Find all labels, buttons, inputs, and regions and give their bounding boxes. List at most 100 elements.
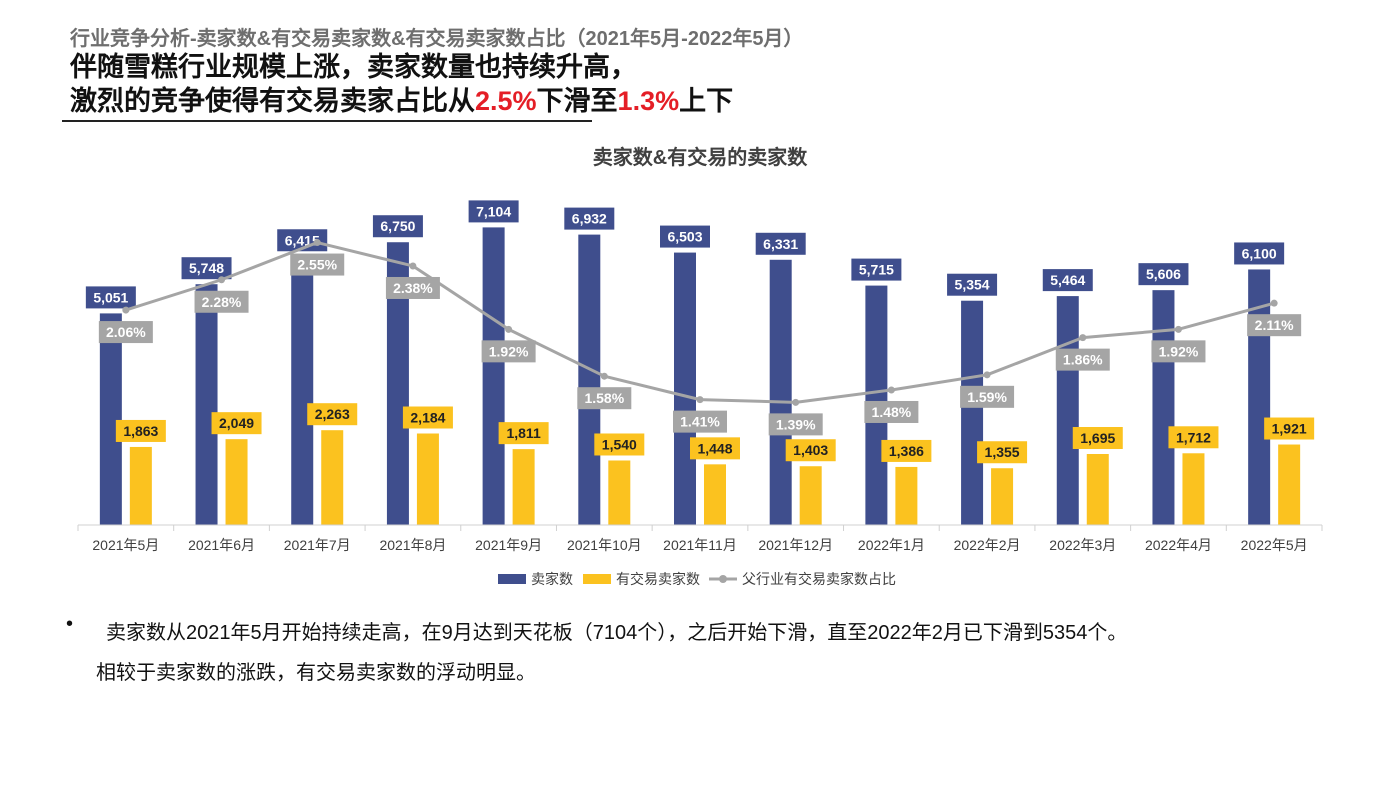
seller-count-label-bg (755, 232, 806, 255)
ratio-line: 2.06% 2.28% 2.55% 2.38% 1.92% 1.58% 1.41% 1.39%… (98, 239, 1302, 436)
trading-seller-label: 1,712 (1168, 426, 1219, 449)
seller-count-label-text: 6,750 (380, 218, 415, 234)
ratio-label: 2.55% (290, 253, 345, 276)
ratio-point (1079, 334, 1087, 342)
trading-seller-label-text: 1,863 (123, 423, 158, 439)
trading-seller-label: 2,184 (402, 406, 453, 429)
seller-count-bar (291, 256, 314, 525)
seller-count-bar (195, 284, 218, 525)
trading-seller-label: 1,355 (977, 441, 1028, 464)
trading-seller-label-bg (690, 437, 740, 460)
seller-count-label: 6,100 (1234, 242, 1285, 265)
x-tick-label: 2022年3月 (1049, 537, 1116, 553)
seller-count-label-text: 5,051 (93, 289, 128, 305)
trading-seller-label: 1,386 (881, 439, 932, 462)
trading-seller-label-bg (307, 403, 358, 426)
trading-seller-bar (321, 430, 344, 525)
x-axis: 2021年5月 2021年6月 2021年7月 2021年8月 2021年9月 2021年… (77, 524, 1323, 553)
seller-count-bar (674, 252, 696, 525)
trading-seller-label-bg (402, 406, 453, 429)
ratio-point (409, 262, 417, 270)
ratio-label: 1.92% (1151, 340, 1206, 363)
seller-count-label-bg (181, 257, 232, 280)
seller-count-bar (961, 300, 984, 525)
seller-count-label-text: 5,354 (955, 277, 990, 293)
trading-seller-label: 1,540 (594, 433, 645, 456)
trading-seller-label: 1,695 (1072, 426, 1123, 449)
headline-line-2: 激烈的竞争使得有交易卖家占比从2.5%下滑至1.3%上下 (70, 84, 733, 118)
ratio-label-text: 1.92% (489, 343, 529, 359)
trading-seller-label: 2,263 (307, 403, 358, 426)
headline-highlight-start: 2.5% (475, 86, 537, 116)
seller-count-label-text: 6,331 (763, 236, 798, 252)
trading-seller-label: 1,811 (498, 422, 549, 445)
ratio-label-text: 1.59% (967, 389, 1007, 405)
seller-count-label: 5,715 (851, 258, 902, 281)
ratio-label: 1.48% (864, 400, 919, 423)
trading-seller-label-bg (1072, 426, 1123, 449)
trading-seller-bar (704, 464, 726, 525)
x-tick-label: 2021年8月 (379, 537, 446, 553)
trading-seller-bars: 1,863 2,049 2,263 2,184 1,811 1,540 1,448 1,403… (115, 403, 1315, 525)
ratio-label-text: 1.86% (1063, 352, 1103, 368)
ratio-label: 1.39% (768, 413, 823, 436)
trading-seller-label: 1,448 (690, 437, 740, 460)
ratio-label: 1.92% (481, 340, 536, 363)
ratio-label-text: 2.55% (297, 257, 337, 273)
x-tick-label: 2022年5月 (1241, 537, 1308, 553)
trading-seller-label: 1,863 (115, 419, 166, 442)
seller-count-label-bg (468, 200, 519, 223)
seller-count-bar (99, 313, 122, 525)
legend-label: 有交易卖家数 (616, 571, 700, 587)
legend-item: 父行业有交易卖家数占比 (709, 571, 896, 587)
ratio-point (983, 371, 991, 379)
trading-seller-bar (895, 466, 918, 525)
ratio-label-bg (385, 276, 440, 299)
headline: 伴随雪糕行业规模上涨，卖家数量也持续升高， 激烈的竞争使得有交易卖家占比从2.5… (70, 50, 733, 118)
x-tick-label: 2022年4月 (1145, 537, 1212, 553)
trading-seller-label-bg (1264, 417, 1315, 440)
x-tick-label: 2021年6月 (188, 537, 255, 553)
ratio-label-bg (290, 253, 345, 276)
section-title: 行业竞争分析-卖家数&有交易卖家数&有交易卖家数占比（2021年5月-2022年… (70, 28, 804, 50)
legend: 卖家数 有交易卖家数 父行业有交易卖家数占比 (498, 571, 896, 587)
x-tick-label: 2022年1月 (858, 537, 925, 553)
trading-seller-label-bg (1168, 426, 1219, 449)
ratio-label-text: 1.41% (680, 414, 720, 430)
trading-seller-label-text: 1,403 (793, 442, 828, 458)
seller-count-bar (1056, 296, 1079, 525)
ratio-label-bg (98, 321, 153, 344)
seller-count-label: 5,464 (1042, 269, 1093, 292)
seller-count-label-text: 7,104 (476, 203, 511, 219)
ratio-point (218, 276, 226, 284)
trading-seller-label-text: 1,712 (1176, 429, 1211, 445)
ratio-label-bg (960, 385, 1015, 408)
ratio-label-bg (673, 410, 727, 433)
seller-count-label-bg (85, 286, 136, 309)
seller-count-bar (769, 259, 792, 525)
headline-underline (62, 120, 592, 122)
ratio-label-bg (1247, 314, 1302, 337)
note-paragraph: 卖家数从2021年5月开始持续走高，在9月达到天花板（7104个），之后开始下滑… (96, 613, 1356, 693)
legend-item: 有交易卖家数 (583, 571, 700, 587)
trading-seller-label-bg (498, 422, 549, 445)
ratio-label-text: 2.28% (202, 294, 242, 310)
ratio-point (792, 398, 800, 406)
x-tick-label: 2021年12月 (758, 537, 833, 553)
seller-count-label-bg (851, 258, 902, 281)
ratio-point (1174, 325, 1182, 333)
legend-swatch (583, 574, 611, 584)
ratio-label: 2.38% (385, 276, 440, 299)
trading-seller-label: 1,403 (785, 439, 836, 462)
seller-count-label-bg (372, 215, 423, 238)
ratio-label: 1.41% (673, 410, 727, 433)
trading-seller-label-bg (977, 441, 1028, 464)
x-tick-label: 2021年11月 (663, 537, 737, 553)
seller-count-label: 7,104 (468, 200, 519, 223)
seller-count-label-bg (1234, 242, 1285, 265)
seller-count-bar (386, 242, 409, 525)
trading-seller-bar (1182, 453, 1205, 525)
trading-seller-bar (1086, 453, 1109, 525)
seller-count-label-bg (277, 229, 328, 252)
trading-seller-label-bg (211, 412, 262, 435)
